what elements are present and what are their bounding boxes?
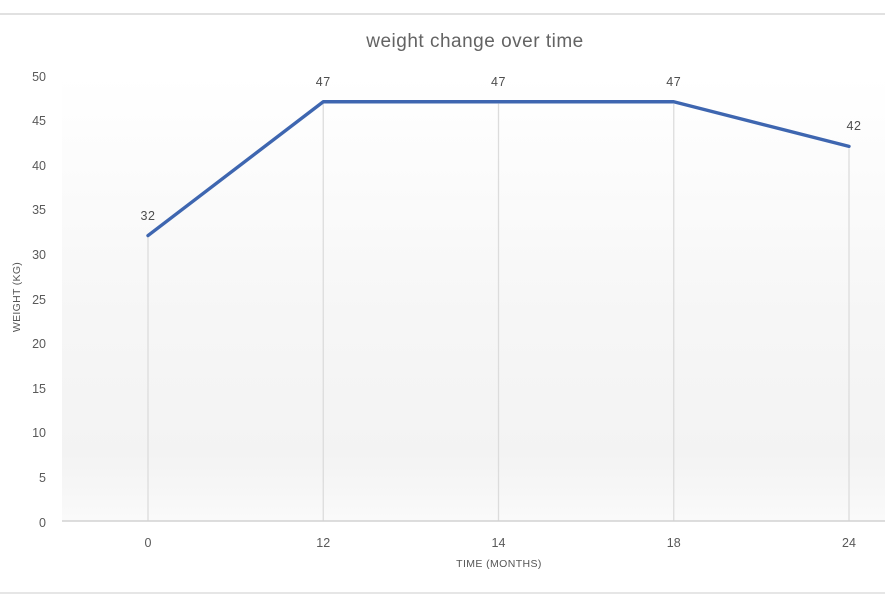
y-tick-label: 30 bbox=[32, 247, 46, 262]
x-tick-label: 0 bbox=[144, 536, 152, 550]
x-tick-label: 18 bbox=[666, 536, 681, 550]
y-tick-label: 25 bbox=[32, 292, 46, 307]
x-axis-title: TIME (MONTHS) bbox=[456, 558, 542, 570]
bottom-border-line bbox=[0, 592, 885, 594]
data-label: 47 bbox=[315, 74, 331, 89]
data-label: 42 bbox=[846, 119, 862, 134]
chart-title: weight change over time bbox=[366, 31, 584, 52]
plot-area bbox=[62, 75, 885, 521]
x-tick-label: 14 bbox=[491, 536, 506, 550]
y-tick-label: 45 bbox=[32, 114, 46, 129]
top-border-line bbox=[0, 13, 885, 15]
x-tick-label: 24 bbox=[842, 536, 856, 550]
y-tick-label: 5 bbox=[39, 470, 46, 485]
data-label: 32 bbox=[140, 208, 156, 223]
y-tick-label: 10 bbox=[32, 426, 46, 441]
y-axis-title: WEIGHT (KG) bbox=[11, 261, 23, 333]
y-tick-label: 15 bbox=[32, 381, 46, 396]
data-label: 47 bbox=[666, 74, 682, 89]
y-tick-label: 0 bbox=[39, 515, 46, 530]
y-tick-label: 20 bbox=[32, 337, 46, 352]
data-label: 47 bbox=[491, 74, 506, 89]
y-tick-label: 50 bbox=[32, 69, 46, 84]
x-tick-label: 12 bbox=[316, 536, 331, 550]
weight-series-line bbox=[146, 100, 851, 238]
y-tick-label: 40 bbox=[32, 158, 46, 173]
y-tick-label: 35 bbox=[32, 203, 46, 218]
